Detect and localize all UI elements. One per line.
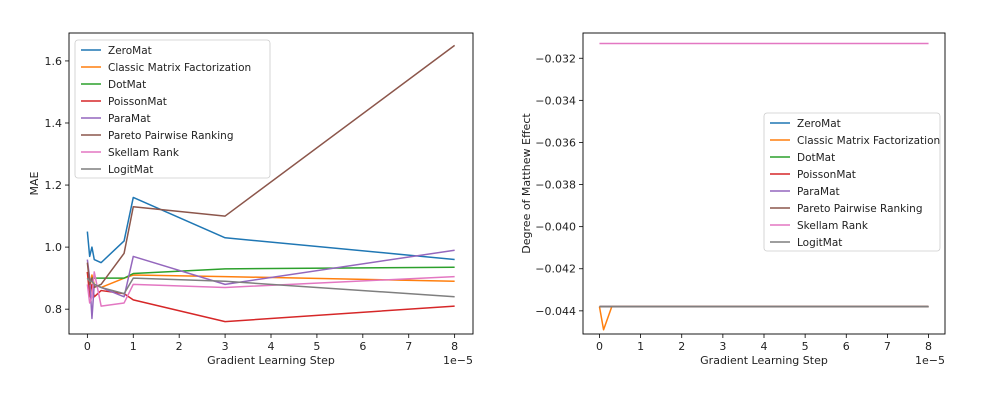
chart-2: 0 1 2 3 4 5 6 7 8 −0.044 −0.042 −0.040 −0.038 −0.036 −… [520,32,946,367]
legend-box [763,112,941,252]
x-tick-label: 1 [130,340,137,353]
x-axis-label: Gradient Learning Step [207,354,335,367]
x-tick-label: 8 [451,340,458,353]
x-tick-label: 6 [843,340,850,353]
legend-label-5: ParaMat [108,113,151,125]
y-tick-label: −0.036 [535,136,576,149]
x-tick-label: 5 [313,340,320,353]
y-axis-label: MAE [28,171,41,195]
legend-label-3: DotMat [108,79,146,91]
legend-label-2: Classic Matrix Factorization [797,135,940,147]
x-tick-label: 7 [884,340,891,353]
legend-box [74,39,271,179]
legend-label-1: ZeroMat [797,118,841,130]
legend-label-6: Pareto Pairwise Ranking [108,130,234,142]
x-tick-label: 6 [359,340,366,353]
y-tick-label: 1.4 [45,117,63,130]
x-tick-label: 1 [637,340,644,353]
series-line-8 [86,277,455,298]
y-tick-label: −0.034 [535,94,576,107]
x-tick-label: 4 [268,340,275,353]
series-group [86,44,456,323]
x-tick-label: 3 [222,340,229,353]
x-tick-label: 7 [405,340,412,353]
x-tick-label: 2 [678,340,685,353]
legend-label-2: Classic Matrix Factorization [108,62,251,74]
y-tick-label: −0.038 [535,179,576,192]
legend-label-4: PoissonMat [797,169,856,181]
series-line-2 [598,305,929,331]
x-tick-label: 4 [761,340,768,353]
y-tick-label: −0.044 [535,305,576,318]
series-line-7 [86,271,455,307]
x-tick-label: 2 [176,340,183,353]
y-tick-label: −0.040 [535,221,576,234]
legend-label-5: ParaMat [797,186,840,198]
x-tick-label: 0 [596,340,603,353]
y-tick-label: 1.0 [45,241,63,254]
chart-1: 0 1 2 3 4 5 6 7 8 0.8 1.0 1.2 1.4 1.6 1e−5 Gradient Lea… [28,32,474,367]
legend-label-8: LogitMat [797,237,842,249]
x-tick-label: 8 [925,340,932,353]
x-tick-label: 5 [802,340,809,353]
legend-label-7: Skellam Rank [108,147,180,159]
x-axis-label: Gradient Learning Step [700,354,828,367]
legend-label-7: Skellam Rank [797,220,869,232]
series-line-1 [86,196,455,264]
y-tick-label: −0.042 [535,263,576,276]
legend-label-3: DotMat [797,152,835,164]
y-axis-label: Degree of Matthew Effect [520,113,533,254]
legend: ZeroMat Classic Matrix Factorization DotMa… [74,39,271,179]
x-offset-label: 1e−5 [915,354,945,367]
y-tick-label: 1.2 [45,179,63,192]
legend: ZeroMat Classic Matrix Factorization DotMa… [763,112,941,252]
x-tick-label: 3 [719,340,726,353]
y-tick-label: 0.8 [45,303,63,316]
y-tick-label: 1.6 [45,55,63,68]
series-line-6 [86,44,456,289]
x-tick-label: 0 [84,340,91,353]
series-group [598,42,929,331]
y-tick-label: −0.032 [535,52,576,65]
legend-label-1: ZeroMat [108,45,152,57]
legend-label-4: PoissonMat [108,96,167,108]
legend-label-8: LogitMat [108,164,153,176]
legend-label-6: Pareto Pairwise Ranking [797,203,923,215]
x-offset-label: 1e−5 [443,354,473,367]
